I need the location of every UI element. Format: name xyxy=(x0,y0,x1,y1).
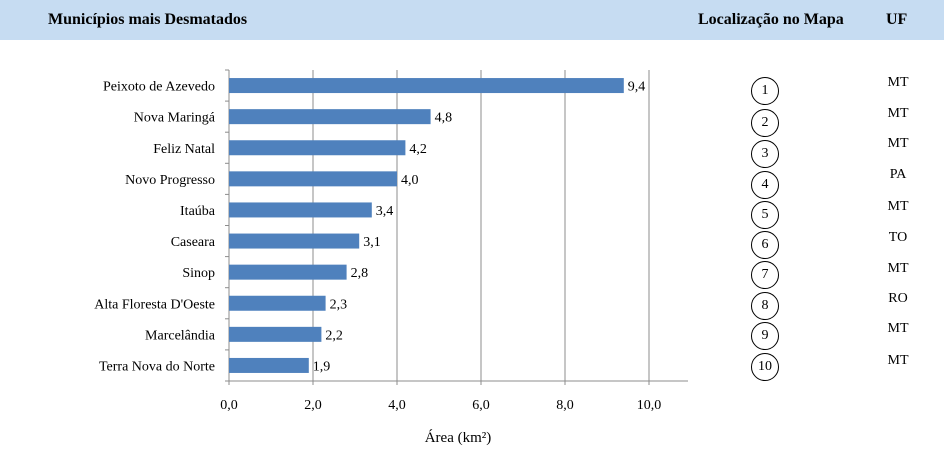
x-tick-label: 2,0 xyxy=(304,398,322,413)
category-label: Nova Maringá xyxy=(134,111,216,126)
bar xyxy=(229,357,309,373)
data-label: 1,9 xyxy=(313,359,331,374)
category-label: Marcelândia xyxy=(145,328,216,343)
category-label: Peixoto de Azevedo xyxy=(103,80,215,95)
x-tick-label: 6,0 xyxy=(472,398,490,413)
bar xyxy=(229,202,372,218)
category-label: Sinop xyxy=(182,266,215,281)
x-tick-label: 0,0 xyxy=(220,398,238,413)
data-label: 2,2 xyxy=(325,328,343,343)
data-label: 4,0 xyxy=(401,173,419,188)
bar xyxy=(229,140,406,156)
x-tick-label: 8,0 xyxy=(556,398,574,413)
x-tick-label: 4,0 xyxy=(388,398,406,413)
data-label: 9,4 xyxy=(628,80,646,95)
x-tick-label: 10,0 xyxy=(637,398,662,413)
bar xyxy=(229,78,624,94)
data-label: 4,8 xyxy=(435,111,453,126)
data-label: 2,8 xyxy=(351,266,369,281)
category-label: Novo Progresso xyxy=(125,173,215,188)
chart-title: Municípios mais Desmatados xyxy=(48,11,248,28)
data-label: 3,4 xyxy=(376,204,394,219)
data-label: 4,2 xyxy=(409,142,427,157)
bar xyxy=(229,326,322,342)
bar xyxy=(229,171,397,187)
category-label: Feliz Natal xyxy=(153,142,215,157)
category-label: Itaúba xyxy=(180,204,216,219)
data-label: 3,1 xyxy=(363,235,381,250)
category-label: Alta Floresta D'Oeste xyxy=(94,297,215,312)
bar xyxy=(229,233,360,249)
bar xyxy=(229,295,326,311)
header-bar: Municípios mais Desmatados Localização n… xyxy=(0,0,944,40)
category-label: Caseara xyxy=(171,235,216,250)
bar xyxy=(229,109,431,125)
x-axis-title: Área (km²) xyxy=(425,429,492,446)
data-label: 2,3 xyxy=(330,297,348,312)
uf-heading: UF xyxy=(886,11,908,28)
map-location-heading: Localização no Mapa xyxy=(698,11,844,28)
category-label: Terra Nova do Norte xyxy=(99,359,215,374)
bar xyxy=(229,264,347,280)
